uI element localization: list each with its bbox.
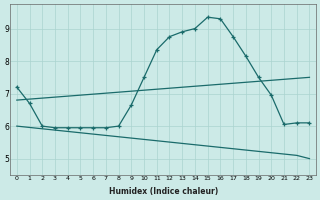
X-axis label: Humidex (Indice chaleur): Humidex (Indice chaleur) <box>108 187 218 196</box>
